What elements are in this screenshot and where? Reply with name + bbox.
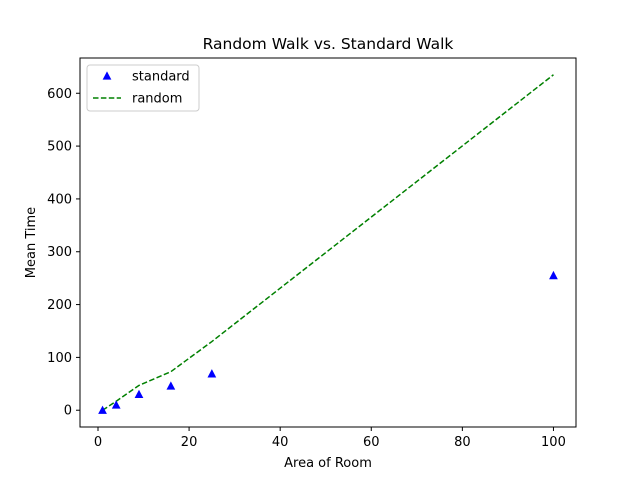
legend: standard random	[86, 64, 200, 112]
data-point-standard	[166, 381, 176, 390]
legend-marker-standard	[102, 71, 112, 80]
series-line-random	[102, 74, 554, 411]
x-axis: 0 20 40 60 80 100	[94, 427, 566, 450]
data-point-standard	[549, 270, 558, 280]
data-point-standard	[134, 389, 144, 399]
x-tick-label: 80	[454, 435, 471, 450]
legend-label-standard: standard	[132, 70, 190, 85]
y-axis: 0 100 200 300 400 500 600	[47, 87, 80, 419]
chart-title: Random Walk vs. Standard Walk	[203, 35, 454, 53]
y-axis-label: Mean Time	[24, 207, 39, 278]
x-axis-label: Area of Room	[284, 456, 372, 471]
y-tick-label: 200	[47, 298, 72, 313]
y-tick-label: 500	[47, 140, 72, 155]
y-tick-label: 300	[47, 245, 72, 260]
x-tick-label: 60	[363, 435, 380, 450]
plot-frame	[79, 57, 577, 428]
x-tick-label: 0	[94, 435, 102, 450]
y-tick-label: 100	[47, 351, 72, 366]
legend-frame	[86, 64, 200, 112]
legend-label-random: random	[132, 92, 182, 107]
x-tick-label: 40	[272, 435, 289, 450]
y-tick-label: 400	[47, 192, 72, 207]
data-point-standard	[98, 405, 107, 414]
x-tick-label: 100	[541, 435, 566, 450]
data-point-standard	[111, 400, 121, 409]
y-tick-label: 600	[47, 87, 72, 102]
plot-marks	[98, 74, 558, 414]
y-tick-label: 0	[64, 404, 72, 419]
data-point-standard	[207, 369, 217, 378]
x-tick-label: 20	[181, 435, 198, 450]
